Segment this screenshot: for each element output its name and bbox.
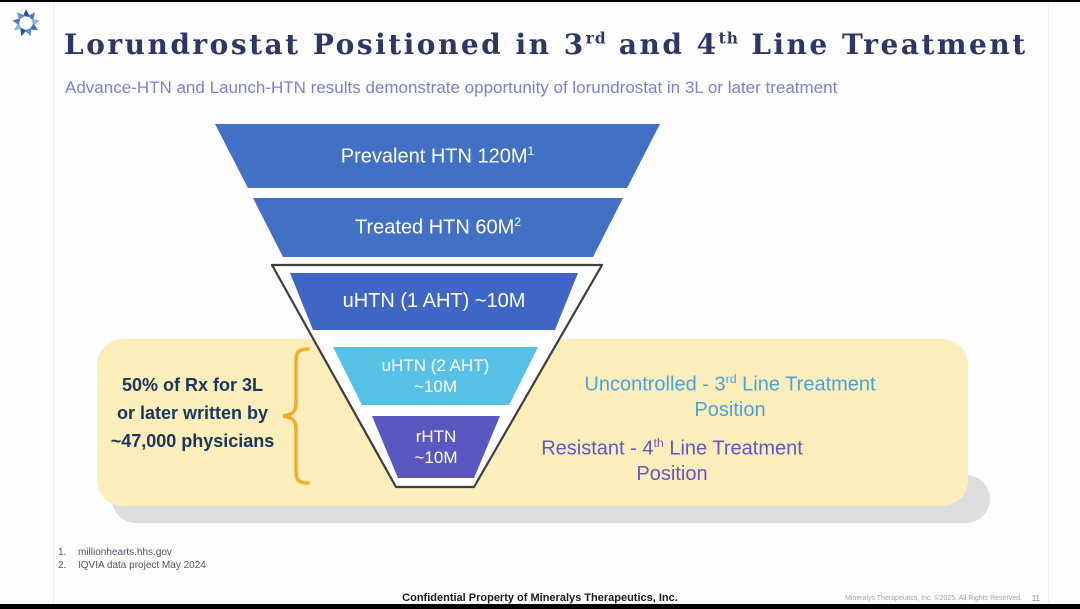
frame-line-left (53, 2, 54, 604)
letterbox-top (0, 0, 1080, 2)
footnotes: 1. millionhearts.hhs.gov 2. IQVIA data p… (58, 546, 206, 572)
note-uncontrolled-3rd-line: Uncontrolled - 3rd Line Treatment Positi… (520, 367, 940, 423)
footnote-text: millionhearts.hhs.gov (78, 547, 172, 558)
note-line: Uncontrolled - 3rd Line Treatment (584, 372, 876, 396)
note-line: Resistant - 4th Line Treatment (541, 436, 803, 460)
footnote: 2. IQVIA data project May 2024 (58, 560, 206, 571)
funnel-segment-treated-htn: Treated HTN 60M2 (253, 198, 623, 257)
funnel-segment-uhtn-1aht: uHTN (1 AHT) ~10M (290, 273, 578, 330)
page-title: Lorundrostat Positioned in 3rd and 4th L… (64, 28, 1028, 61)
physicians-note-line: or later written by (116, 403, 269, 423)
funnel-segment-label: rHTN (415, 427, 457, 446)
funnel-segment-uhtn-2aht: uHTN (2 AHT) ~10M (333, 347, 538, 405)
mineralys-logo-icon (12, 9, 40, 37)
funnel-segment-value: ~10M (414, 448, 458, 467)
footnote-text: IQVIA data project May 2024 (78, 560, 206, 571)
physicians-note-line: ~47,000 physicians (110, 431, 275, 451)
note-line: Position (694, 398, 766, 421)
brace-icon (282, 347, 310, 485)
page-subtitle: Advance-HTN and Launch-HTN results demon… (65, 78, 838, 97)
letterbox-bottom (0, 604, 1080, 609)
funnel-segment-label: Prevalent HTN 120M1 (340, 143, 535, 168)
funnel-segment-label: uHTN (2 AHT) (381, 356, 490, 375)
funnel-segment-prevalent-htn: Prevalent HTN 120M1 (215, 124, 660, 188)
physicians-note: 50% of Rx for 3L or later written by ~47… (95, 371, 290, 455)
frame-line-right (1048, 2, 1049, 604)
physicians-note-line: 50% of Rx for 3L (121, 375, 264, 395)
copyright-footer: Mineralys Therapeutics, Inc. ©2025. All … (845, 595, 1022, 602)
funnel-segment-value: ~10M (414, 377, 457, 396)
note-line: Position (636, 462, 708, 485)
note-resistant-4th-line: Resistant - 4th Line Treatment Position (462, 431, 882, 487)
page-number: 11 (1031, 594, 1040, 603)
footnote: 1. millionhearts.hhs.gov (58, 547, 172, 558)
funnel-segment-label: Treated HTN 60M2 (355, 215, 521, 239)
funnel-segment-label: uHTN (1 AHT) ~10M (342, 290, 526, 312)
confidential-footer: Confidential Property of Mineralys Thera… (402, 592, 678, 604)
